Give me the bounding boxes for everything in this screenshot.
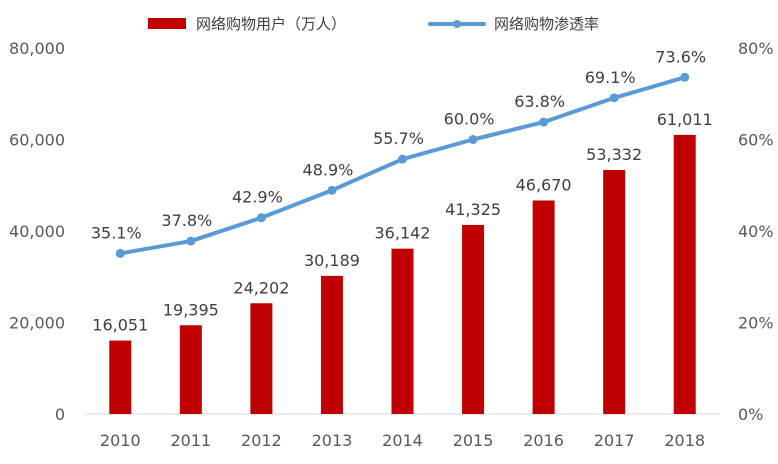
legend-swatch-marker [453,20,461,28]
x-tick-label: 2016 [523,431,564,450]
x-tick-label: 2018 [664,431,705,450]
x-tick-label: 2017 [594,431,635,450]
line-point [539,117,549,127]
bar-data-label: 53,332 [586,145,642,164]
x-tick-label: 2014 [382,431,423,450]
line-point [609,93,619,103]
bar [673,134,696,414]
bar [462,224,485,414]
bar [320,275,343,414]
line-data-label: 35.1% [91,223,142,242]
line-point [256,213,266,223]
x-tick-label: 2011 [170,431,211,450]
line-data-label: 42.9% [232,188,283,207]
bar [603,170,626,414]
bar [250,303,273,414]
x-tick-label: 2013 [312,431,353,450]
y-left-tick-label: 0 [55,405,65,424]
line-data-label: 69.1% [585,68,636,87]
line-data-label: 48.9% [303,160,354,179]
line-data-label: 63.8% [514,92,565,111]
line-point [398,154,407,164]
bar-data-label: 30,189 [304,251,360,270]
bar-data-label: 16,051 [92,316,148,335]
y-right-tick-label: 60% [738,131,774,150]
x-tick-label: 2015 [453,431,494,450]
x-tick-label: 2010 [100,431,141,450]
y-left-tick-label: 60,000 [9,131,65,150]
line-data-label: 73.6% [655,47,706,66]
line-data-label: 37.8% [161,211,212,230]
legend-label-bar: 网络购物用户（万人） [196,15,346,33]
line-point [468,135,478,144]
line-point [115,248,125,258]
line-point [327,185,337,195]
line-data-label: 55.7% [373,129,424,148]
bar [179,325,202,414]
bar-data-label: 41,325 [445,200,501,219]
line-point [680,72,690,82]
y-right-tick-label: 0% [738,405,763,424]
y-left-tick-label: 20,000 [9,314,65,333]
bar-data-label: 24,202 [233,278,289,297]
legend-swatch-bar [148,18,186,29]
bar [532,200,555,414]
line-data-label: 60.0% [444,110,495,129]
x-tick-label: 2012 [241,431,282,450]
bar [109,340,132,414]
line-point [186,236,196,246]
y-right-tick-label: 80% [738,39,774,58]
y-left-tick-label: 40,000 [9,222,65,241]
bar-data-label: 19,395 [163,300,219,319]
bar-data-label: 46,670 [516,175,572,194]
legend-label-line: 网络购物渗透率 [494,15,599,33]
bar [391,248,414,414]
y-right-tick-label: 20% [738,314,774,333]
bar-data-label: 61,011 [657,110,713,129]
y-left-tick-label: 80,000 [9,39,65,58]
y-right-tick-label: 40% [738,222,774,241]
bar-data-label: 36,142 [375,224,431,243]
